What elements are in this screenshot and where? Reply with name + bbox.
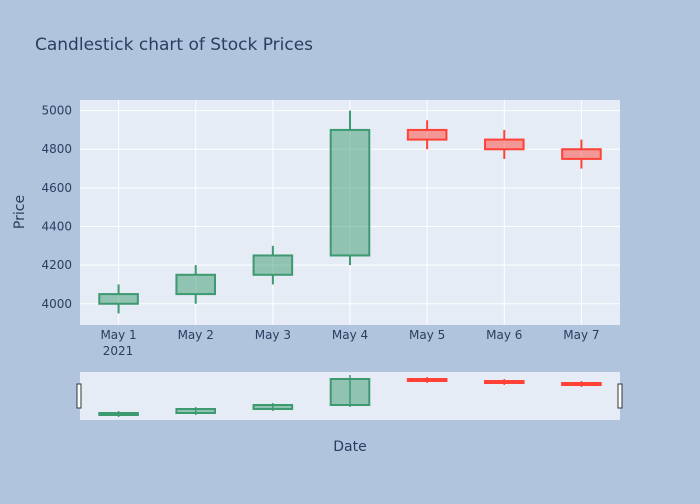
candle[interactable]: [561, 139, 602, 169]
slider-candle-body: [561, 382, 602, 386]
slider-candle: [98, 411, 139, 417]
chart-title: Candlestick chart of Stock Prices: [35, 35, 313, 55]
x-tick-label: May 4: [332, 328, 368, 342]
slider-candle-body: [175, 408, 217, 414]
candle[interactable]: [252, 245, 294, 285]
y-tick-label: 5000: [41, 104, 72, 118]
slider-candle: [561, 381, 602, 387]
y-tick-label: 4400: [41, 220, 72, 234]
candle-body: [329, 128, 371, 257]
y-tick-label: 4200: [41, 258, 72, 272]
x-tick-label: May 5: [409, 328, 445, 342]
slider-candle-body: [484, 380, 525, 384]
range-slider-handle-right[interactable]: [617, 383, 623, 409]
candle[interactable]: [329, 110, 371, 266]
candle[interactable]: [484, 129, 525, 159]
slider-candle: [406, 377, 448, 383]
candle[interactable]: [175, 265, 217, 304]
x-tick-label: May 1: [100, 328, 136, 342]
candle-body: [406, 128, 448, 141]
candles: [98, 110, 602, 314]
slider-candle: [484, 379, 525, 385]
x-tick-label: May 7: [563, 328, 599, 342]
slider-candle: [175, 407, 217, 415]
range-slider-candles: [98, 375, 602, 417]
x-tick-label: May 2: [178, 328, 214, 342]
x-tick-label: May 6: [486, 328, 522, 342]
x-axis: May 1 May 2 May 3 May 4 May 5 May 6 May 7: [100, 328, 599, 342]
candle-body: [175, 273, 217, 296]
x-axis-title: Date: [333, 439, 366, 455]
slider-candle-body: [329, 378, 371, 406]
candle-body: [561, 148, 602, 160]
candle-body: [484, 138, 525, 151]
y-axis: 4000 4200 4400 4600 4800 5000: [41, 104, 72, 311]
y-axis-title: Price: [12, 195, 28, 229]
slider-candle-body: [252, 404, 294, 410]
y-tick-label: 4600: [41, 181, 72, 195]
y-tick-label: 4000: [41, 297, 72, 311]
slider-candle-body: [98, 412, 139, 416]
x-axis-year-label: 2021: [103, 344, 134, 358]
slider-candle-body: [406, 378, 448, 382]
x-tick-label: May 3: [255, 328, 291, 342]
slider-candle: [329, 375, 371, 407]
candle-body: [252, 254, 294, 276]
candle[interactable]: [98, 284, 139, 314]
slider-candle: [252, 403, 294, 411]
range-slider-handle-left[interactable]: [76, 383, 82, 409]
y-tick-label: 4800: [41, 142, 72, 156]
candle-body: [98, 293, 139, 305]
candle[interactable]: [406, 120, 448, 150]
